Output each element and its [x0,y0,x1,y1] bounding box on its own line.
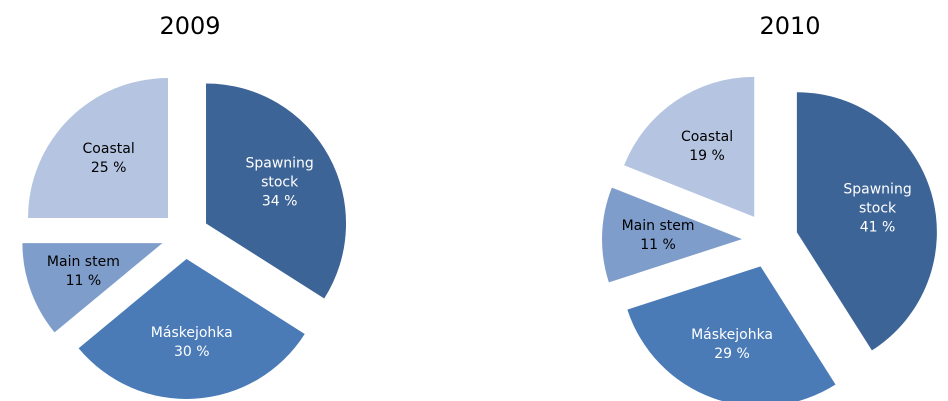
slice-label: Coastal 25 % [64,140,154,178]
pie-slice [206,83,347,299]
pie-slice [627,266,836,401]
category-label: Coastal [82,140,135,157]
pie-slice [624,76,755,217]
pie-slice [78,258,305,399]
slice-label: Máskejohka 30 % [147,324,237,362]
category-label: Spawning stock [843,181,912,217]
pie-slice [602,187,743,283]
value-label: 34 % [261,193,298,210]
category-label: Coastal [680,129,734,146]
category-label: Spawning stock [245,155,314,191]
slice-label: Main stem 11 % [613,217,703,255]
chart-title: 2010 [759,12,821,40]
value-label: 30 % [173,343,210,360]
value-label: 29 % [714,346,750,363]
chart-title: 2009 [159,12,221,40]
pie-slice [22,243,163,333]
value-label: 11 % [65,272,102,289]
category-label: Main stem [46,253,120,270]
slice-label: Coastal 19 % [662,128,752,166]
slice-label: Main stem 11 % [38,253,128,291]
slice-label: Spawning stock 34 % [240,154,320,211]
value-label: 19 % [689,148,725,165]
category-label: Máskejohka [150,324,233,341]
value-label: 11 % [640,237,676,254]
slice-label: Spawning stock 41 % [838,180,918,237]
category-label: Main stem [621,218,695,235]
category-label: Máskejohka [691,327,774,344]
pie-slice [796,92,937,351]
value-label: 41 % [859,219,896,236]
pie-slice [28,78,169,219]
slice-label: Máskejohka 29 % [687,326,777,364]
value-label: 25 % [90,159,127,176]
